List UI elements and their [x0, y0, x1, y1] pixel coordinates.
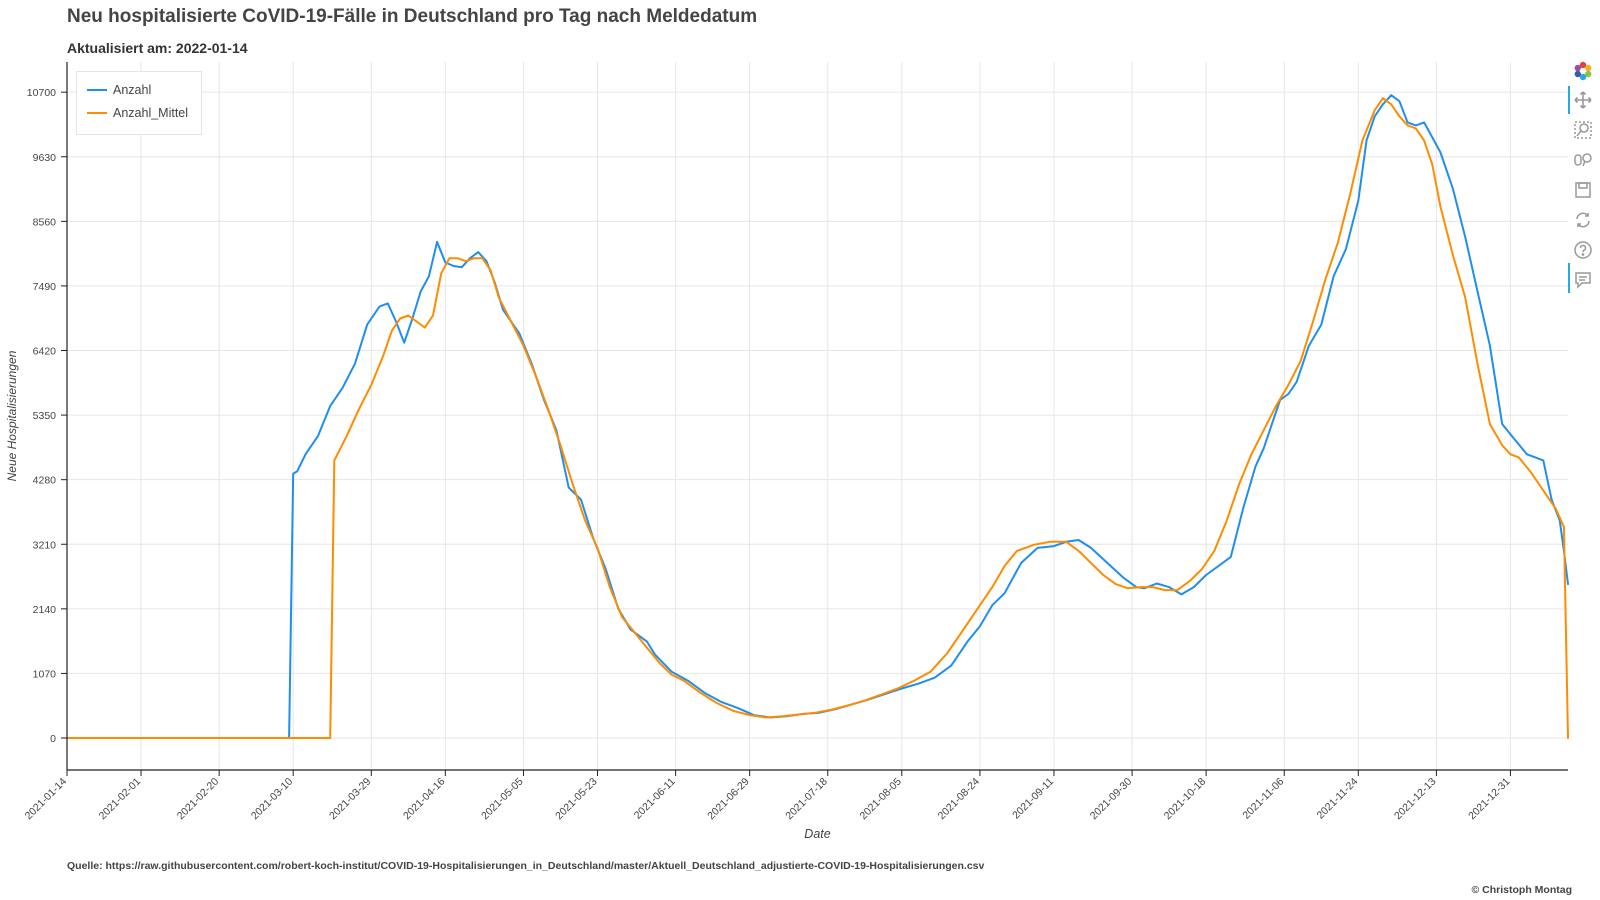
x-axis-label: Date — [804, 827, 830, 841]
y-tick-label: 8560 — [33, 216, 57, 228]
x-tick-label: 2021-03-10 — [249, 776, 296, 823]
x-tick-label: 2021-06-29 — [705, 776, 752, 823]
hover-active-indicator — [1568, 263, 1570, 293]
legend-item-anzahl[interactable]: Anzahl — [87, 80, 151, 100]
y-tick-label: 7490 — [33, 281, 57, 293]
x-tick-label: 2021-12-31 — [1466, 776, 1513, 823]
x-tick-label: 2021-05-23 — [553, 776, 600, 823]
y-tick-label: 3210 — [33, 539, 57, 551]
y-tick-label: 9630 — [33, 152, 57, 164]
series-line-anzahl-mittel — [66, 97, 1569, 739]
hover-icon[interactable] — [1572, 269, 1594, 291]
box-zoom-icon[interactable] — [1572, 119, 1594, 141]
bokeh-logo-icon[interactable] — [1572, 60, 1594, 82]
x-tick-label: 2021-09-30 — [1088, 776, 1135, 823]
x-tick-label: 2021-12-13 — [1392, 776, 1439, 823]
y-tick-label: 6420 — [33, 346, 57, 358]
legend-swatch-anzahl-mittel — [87, 112, 107, 114]
pan-active-indicator — [1568, 86, 1570, 114]
x-tick-label: 2021-02-20 — [175, 776, 222, 823]
legend-swatch-anzahl — [87, 89, 107, 91]
chart-title: Neu hospitalisierte CoVID-19-Fälle in De… — [67, 6, 758, 27]
series-lines — [66, 94, 1569, 739]
x-tick-label: 2021-07-18 — [783, 776, 830, 823]
y-tick-label: 0 — [50, 733, 56, 745]
x-tick-label: 2021-01-14 — [23, 776, 70, 823]
x-tick-label: 2021-08-24 — [936, 776, 983, 823]
y-axis-label: Neue Hospitalisierungen — [5, 350, 19, 481]
legend-label-anzahl-mittel: Anzahl_Mittel — [113, 106, 189, 120]
grid — [66, 62, 1568, 770]
reset-icon[interactable] — [1572, 209, 1594, 231]
x-tick-label: 2021-11-24 — [1314, 776, 1360, 822]
x-tick-label: 2021-10-18 — [1162, 776, 1209, 823]
x-tick-label: 2021-06-11 — [632, 776, 678, 822]
save-icon[interactable] — [1572, 179, 1594, 201]
series-line-anzahl — [66, 94, 1569, 739]
x-tick-label: 2021-05-05 — [479, 776, 526, 823]
axes: 2021-01-14 2021-02-01 2021-02-20 2021-03-10… — [5, 62, 1568, 841]
y-tick-label: 4280 — [33, 475, 57, 487]
y-tick-label: 2140 — [33, 604, 57, 616]
pan-icon[interactable] — [1572, 89, 1594, 111]
y-tick-label: 5350 — [33, 410, 57, 422]
legend-item-anzahl-mittel[interactable]: Anzahl_Mittel — [87, 103, 188, 123]
x-tick-label: 2021-08-05 — [857, 776, 904, 823]
y-tick-label: 1070 — [33, 668, 57, 680]
y-tick-label: 10700 — [27, 87, 56, 99]
chart-subtitle: Aktualisiert am: 2022-01-14 — [67, 40, 248, 56]
wheel-zoom-icon[interactable] — [1572, 149, 1594, 171]
x-tick-label: 2021-04-16 — [401, 776, 448, 823]
x-tick-label: 2021-02-01 — [97, 776, 144, 823]
help-icon[interactable] — [1572, 239, 1594, 261]
legend: Anzahl Anzahl_Mittel — [76, 71, 202, 135]
source-note: Quelle: https://raw.githubusercontent.co… — [67, 860, 985, 872]
legend-label-anzahl: Anzahl — [113, 83, 152, 97]
copyright-note: © Christoph Montag — [1471, 884, 1572, 896]
x-tick-label: 2021-03-29 — [327, 776, 374, 823]
x-tick-label: 2021-11-06 — [1240, 776, 1286, 822]
x-tick-label: 2021-09-11 — [1010, 776, 1056, 822]
